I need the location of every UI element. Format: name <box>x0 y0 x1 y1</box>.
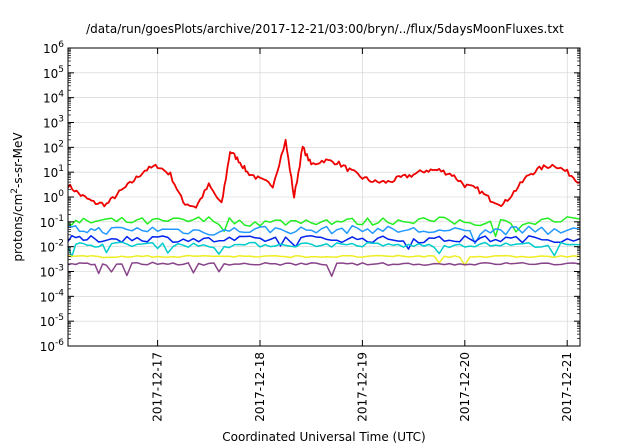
y-tick-label: 100 <box>43 189 64 205</box>
y-tick-exponent: 2 <box>58 139 64 149</box>
series-line-2 <box>67 216 581 238</box>
y-tick-base: 10 <box>43 67 58 81</box>
y-tick-base: 10 <box>43 191 58 205</box>
y-tick-label: 10-2 <box>40 239 64 255</box>
y-tick-exponent: 1 <box>58 164 64 174</box>
series-group <box>67 138 581 277</box>
y-tick-label: 102 <box>43 139 64 155</box>
y-tick-label: 105 <box>43 65 64 81</box>
y-tick-label: 10-3 <box>40 264 64 280</box>
y-tick-labels: 10-610-510-410-310-210-11001011021031041… <box>40 40 580 354</box>
y-tick-base: 10 <box>40 315 55 329</box>
y-tick-exponent: 6 <box>58 40 64 50</box>
y-tick-exponent: -6 <box>55 338 64 348</box>
x-tick-label: 2017-12-20 <box>458 352 472 422</box>
y-tick-exponent: 4 <box>58 90 64 100</box>
y-tick-exponent: -3 <box>55 264 64 274</box>
y-axis-label-sup: 2 <box>10 188 20 194</box>
y-tick-base: 10 <box>40 241 55 255</box>
y-tick-label: 10-5 <box>40 313 64 329</box>
y-tick-base: 10 <box>43 92 58 106</box>
y-axis-label-tail: -s-sr-MeV <box>11 132 25 188</box>
x-axis-label: Coordinated Universal Time (UTC) <box>222 430 425 444</box>
y-tick-label: 10-4 <box>40 288 65 304</box>
x-tick-label: 2017-12-19 <box>355 352 369 422</box>
y-tick-base: 10 <box>40 216 55 230</box>
y-tick-exponent: 0 <box>58 189 64 199</box>
y-tick-label: 103 <box>43 115 64 131</box>
series-line-6 <box>67 254 581 267</box>
y-tick-base: 10 <box>43 166 58 180</box>
grid <box>68 47 580 347</box>
series-line-5 <box>67 241 581 258</box>
y-tick-exponent: 3 <box>58 115 64 125</box>
chart-title: /data/run/goesPlots/archive/2017-12-21/0… <box>86 22 564 36</box>
y-tick-label: 10-6 <box>40 338 65 354</box>
y-tick-exponent: -4 <box>55 288 64 298</box>
y-tick-label: 104 <box>43 90 64 106</box>
y-tick-label: 101 <box>43 164 64 180</box>
y-tick-label: 106 <box>43 40 64 56</box>
y-tick-exponent: -1 <box>55 214 64 224</box>
y-tick-exponent: -2 <box>55 239 64 249</box>
x-tick-labels: 2017-12-17 2017-12-18 2017-12-19 2017-12-20… <box>151 48 574 422</box>
y-tick-label: 10-1 <box>40 214 64 230</box>
y-tick-base: 10 <box>43 141 58 155</box>
x-tick-label: 2017-12-18 <box>253 352 267 422</box>
y-tick-base: 10 <box>43 42 58 56</box>
y-axis-label-main: protons/cm <box>11 194 25 262</box>
y-tick-base: 10 <box>40 290 55 304</box>
y-tick-base: 10 <box>40 266 55 280</box>
x-tick-label: 2017-12-21 <box>560 352 574 422</box>
series-line-3 <box>67 224 581 245</box>
y-tick-base: 10 <box>40 340 55 354</box>
y-tick-base: 10 <box>43 117 58 131</box>
series-line-1 <box>67 138 581 209</box>
y-axis-label: protons/cm2-s-sr-MeV <box>10 132 25 262</box>
y-tick-exponent: -5 <box>55 313 64 323</box>
y-tick-exponent: 5 <box>58 65 64 75</box>
series-line-4 <box>67 234 581 250</box>
series-line-7 <box>67 261 581 277</box>
x-tick-label: 2017-12-17 <box>151 352 165 422</box>
